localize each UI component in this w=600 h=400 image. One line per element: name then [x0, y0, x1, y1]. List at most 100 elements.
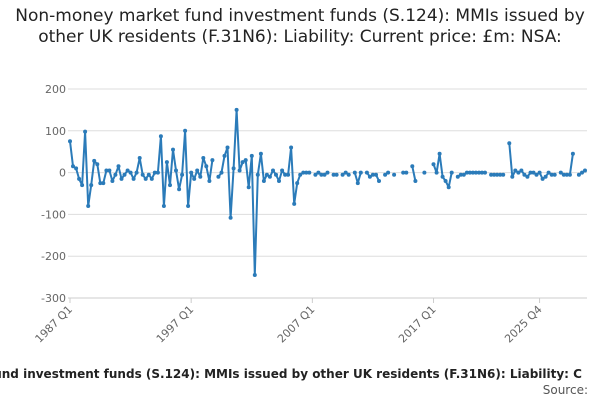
data-point[interactable]	[340, 172, 345, 177]
data-point[interactable]	[92, 158, 97, 163]
data-point[interactable]	[367, 174, 372, 179]
data-point[interactable]	[437, 151, 442, 156]
data-point[interactable]	[86, 204, 91, 208]
data-point[interactable]	[249, 153, 254, 158]
data-point[interactable]	[422, 170, 427, 175]
data-point[interactable]	[386, 170, 391, 175]
data-point[interactable]	[198, 174, 203, 179]
data-point[interactable]	[116, 164, 121, 169]
data-point[interactable]	[519, 168, 524, 173]
data-point[interactable]	[101, 181, 106, 186]
data-point[interactable]	[137, 156, 142, 160]
data-point[interactable]	[264, 172, 269, 177]
data-point[interactable]	[252, 273, 257, 277]
data-point[interactable]	[131, 176, 136, 181]
data-point[interactable]	[383, 172, 388, 177]
data-point[interactable]	[549, 172, 554, 177]
data-point[interactable]	[570, 151, 575, 156]
data-point[interactable]	[140, 172, 145, 177]
data-point[interactable]	[143, 176, 148, 181]
data-point[interactable]	[158, 134, 163, 139]
data-point[interactable]	[434, 170, 439, 175]
data-point[interactable]	[528, 170, 533, 175]
data-point[interactable]	[204, 164, 209, 169]
data-point[interactable]	[477, 170, 481, 175]
data-point[interactable]	[177, 187, 182, 192]
data-point[interactable]	[155, 170, 160, 175]
data-point[interactable]	[564, 172, 569, 177]
data-point[interactable]	[440, 174, 445, 179]
data-point[interactable]	[174, 168, 178, 173]
data-point[interactable]	[98, 181, 103, 186]
data-point[interactable]	[125, 168, 130, 173]
data-point[interactable]	[152, 170, 157, 175]
data-point[interactable]	[119, 176, 124, 181]
data-point[interactable]	[404, 170, 409, 175]
data-point[interactable]	[225, 145, 230, 150]
data-point[interactable]	[322, 172, 327, 177]
data-point[interactable]	[164, 160, 169, 165]
data-point[interactable]	[186, 204, 191, 208]
data-point[interactable]	[77, 176, 82, 181]
data-point[interactable]	[319, 172, 324, 177]
data-point[interactable]	[89, 183, 94, 188]
data-point[interactable]	[222, 153, 227, 158]
data-point[interactable]	[355, 181, 360, 186]
data-point[interactable]	[343, 170, 348, 175]
data-point[interactable]	[546, 170, 551, 175]
data-point[interactable]	[392, 172, 397, 177]
data-point[interactable]	[534, 172, 539, 177]
data-point[interactable]	[80, 183, 85, 188]
data-point[interactable]	[443, 179, 448, 183]
data-point[interactable]	[271, 168, 275, 173]
data-point[interactable]	[128, 170, 133, 175]
data-point[interactable]	[346, 172, 351, 177]
data-point[interactable]	[516, 170, 521, 175]
data-point[interactable]	[189, 170, 194, 175]
data-point[interactable]	[513, 168, 518, 173]
data-point[interactable]	[201, 156, 206, 160]
data-point[interactable]	[352, 170, 357, 175]
data-point[interactable]	[258, 151, 263, 156]
data-point[interactable]	[283, 172, 288, 177]
data-point[interactable]	[501, 172, 506, 177]
data-point[interactable]	[325, 170, 330, 175]
data-point[interactable]	[171, 147, 175, 152]
data-point[interactable]	[134, 170, 139, 175]
data-point[interactable]	[168, 183, 172, 188]
data-point[interactable]	[510, 174, 515, 179]
data-point[interactable]	[431, 162, 436, 167]
data-point[interactable]	[95, 162, 100, 167]
data-point[interactable]	[480, 170, 484, 175]
data-point[interactable]	[525, 174, 530, 179]
data-point[interactable]	[576, 172, 581, 177]
data-point[interactable]	[498, 172, 503, 177]
data-point[interactable]	[470, 170, 475, 175]
data-point[interactable]	[286, 172, 291, 177]
data-point[interactable]	[313, 172, 318, 177]
data-point[interactable]	[316, 170, 321, 175]
data-point[interactable]	[410, 164, 415, 169]
data-point[interactable]	[489, 172, 494, 177]
data-point[interactable]	[228, 215, 233, 220]
data-point[interactable]	[446, 185, 451, 190]
data-point[interactable]	[161, 204, 166, 208]
data-point[interactable]	[234, 107, 239, 112]
data-point[interactable]	[277, 179, 281, 183]
data-point[interactable]	[68, 139, 72, 144]
data-point[interactable]	[483, 170, 487, 175]
data-point[interactable]	[331, 172, 336, 177]
data-point[interactable]	[149, 176, 154, 181]
data-point[interactable]	[401, 170, 406, 175]
data-point[interactable]	[358, 170, 363, 175]
data-point[interactable]	[183, 128, 188, 133]
data-point[interactable]	[104, 168, 109, 173]
data-point[interactable]	[207, 179, 212, 183]
data-point[interactable]	[261, 179, 266, 183]
data-point[interactable]	[552, 172, 557, 177]
data-point[interactable]	[267, 174, 272, 179]
data-point[interactable]	[455, 174, 460, 179]
data-point[interactable]	[246, 185, 251, 190]
data-point[interactable]	[304, 170, 309, 175]
data-point[interactable]	[295, 181, 300, 186]
